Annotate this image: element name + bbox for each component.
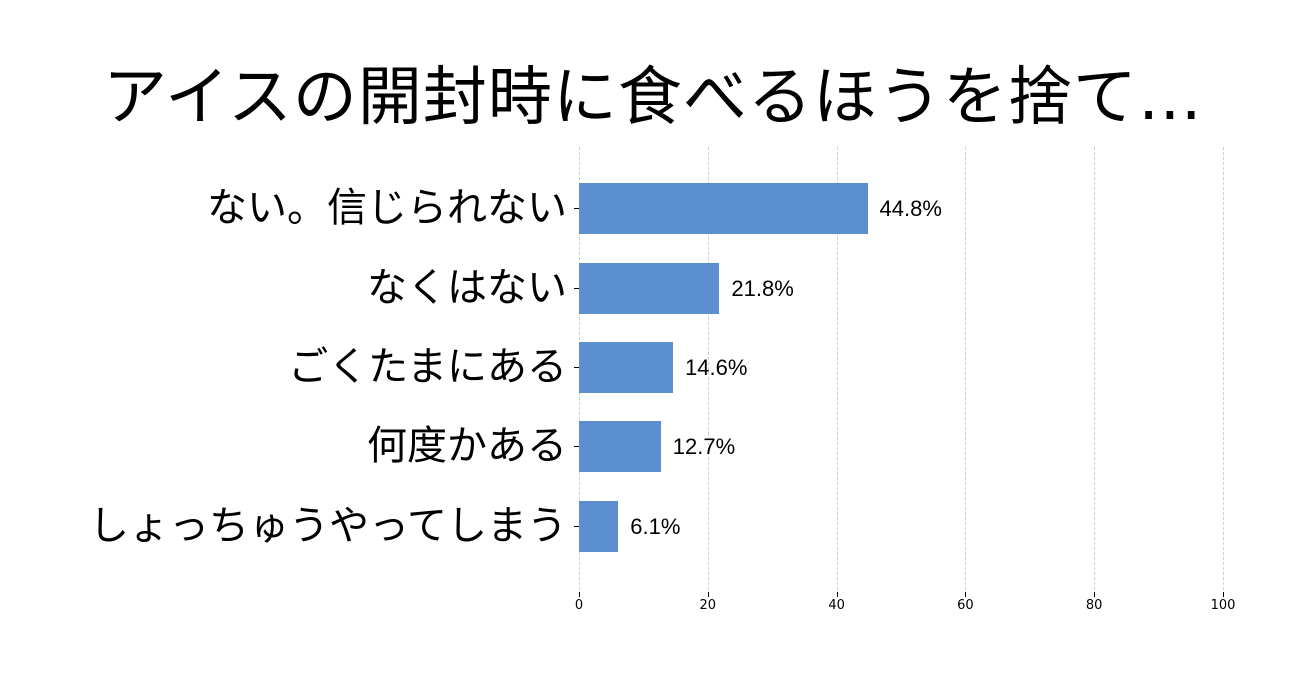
x-tick-label: 100 (1210, 598, 1236, 613)
bar (579, 501, 619, 552)
category-label: 何度かある (367, 423, 567, 469)
x-tick-mark (579, 592, 580, 597)
x-tick-label: 80 (1085, 598, 1103, 613)
x-tick-label: 0 (574, 598, 584, 613)
gridline (707, 147, 709, 590)
plot-area: 44.8% 21.8% 14.6% 12.7% 6.1% (579, 147, 1224, 590)
x-tick-label: 60 (957, 598, 974, 613)
bar-value-label: 21.8% (731, 276, 794, 301)
y-tick-mark (574, 367, 579, 368)
category-label: しょっちゅうやってしまう (89, 503, 567, 549)
bar (579, 183, 868, 234)
y-tick-mark (574, 526, 579, 527)
category-label: なくはない (367, 265, 567, 311)
bar-value-label: 12.7% (672, 434, 736, 459)
bar (579, 421, 661, 472)
category-label: ごくたまにある (288, 344, 567, 390)
chart-title: アイスの開封時に食べるほうを捨て… (103, 61, 1203, 135)
bar-value-label: 44.8% (879, 196, 942, 221)
bar (579, 342, 674, 393)
x-tick-label: 40 (828, 598, 845, 613)
x-tick-mark (1223, 592, 1224, 597)
bar (579, 263, 720, 314)
x-tick-mark (707, 592, 709, 597)
bar-value-label: 6.1% (630, 514, 681, 539)
x-tick-mark (1094, 592, 1096, 597)
gridline (836, 147, 838, 590)
category-label: ない。信じられない (207, 185, 567, 231)
x-tick-label: 20 (699, 598, 717, 613)
y-tick-mark (574, 288, 579, 289)
gridline (1094, 147, 1096, 590)
y-tick-mark (574, 208, 579, 209)
gridline (1223, 147, 1224, 590)
gridline (965, 147, 967, 590)
x-tick-mark (836, 592, 838, 597)
x-tick-mark (965, 592, 967, 597)
y-tick-mark (574, 446, 579, 447)
bar-value-label: 14.6% (685, 355, 748, 380)
